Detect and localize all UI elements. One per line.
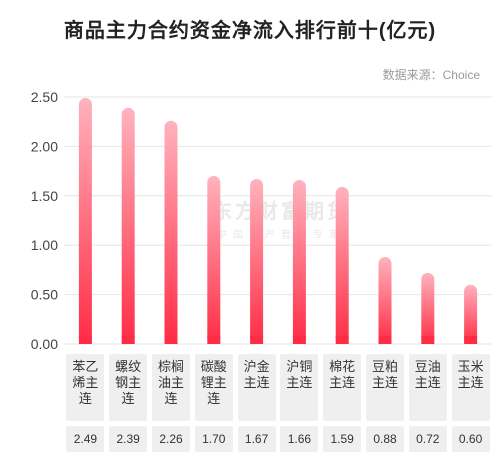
category-label-box: 豆粕主连 [366,354,404,421]
value-label: 1.67 [237,426,276,452]
watermark-line-2: 中国资产管理专家 [217,230,345,241]
bar-base [207,336,221,344]
bar [207,176,221,344]
bar [121,107,135,344]
category-label: 苯乙烯主连 [72,359,99,406]
bar-base [164,336,178,344]
grid-layer [64,96,492,345]
category-label: 沪铜主连 [286,359,313,390]
category-label-box: 棕榈油主连 [152,354,190,421]
category-label-box: 玉米主连 [451,354,490,421]
value-label: 1.59 [323,426,362,452]
bar [78,97,92,344]
value-label: 2.39 [109,426,148,452]
category-label: 豆油主连 [414,359,441,390]
bar [378,257,392,344]
bar-base [464,336,478,344]
bar-base [292,336,306,344]
value-label: 0.72 [408,426,447,452]
value-label: 1.70 [194,426,233,452]
category-label: 棕榈油主连 [157,359,184,406]
category-label: 螺纹钢主连 [115,359,142,406]
y-tick-label: 2.50 [31,89,58,105]
value-label: 0.60 [451,426,490,452]
value-label: 2.49 [66,426,105,452]
y-tick-label: 1.00 [31,237,58,253]
bar [292,179,306,344]
category-label-box: 豆油主连 [408,354,447,421]
watermark: 东方财富期货 中国资产管理专家 [196,195,366,241]
y-axis-ticks: 0.00 0.50 1.00 1.50 2.00 2.50 [31,89,58,352]
bar-base [421,336,435,344]
category-label: 棉花主连 [329,359,356,390]
bar-base [378,336,392,344]
bars [78,97,478,344]
y-tick-label: 2.00 [31,138,58,154]
category-label: 碳酸锂主连 [200,359,227,406]
y-tick-label: 0.00 [31,336,58,352]
bar [421,272,435,344]
category-label-box: 沪金主连 [237,354,276,421]
bar [250,179,264,344]
value-label: 2.26 [152,426,190,452]
y-tick-label: 1.50 [31,188,58,204]
bar-base [78,336,92,344]
bar-base [121,336,135,344]
bar [464,284,478,344]
bar-base [250,336,264,344]
y-tick-label: 0.50 [31,287,58,303]
bar-base [335,336,349,344]
value-label: 0.88 [366,426,404,452]
bar [164,120,178,344]
category-label-box: 螺纹钢主连 [109,354,148,421]
category-label-box: 苯乙烯主连 [66,354,105,421]
bar [335,186,349,344]
category-label: 玉米主连 [457,359,484,390]
category-label: 豆粕主连 [371,359,398,390]
value-label: 1.66 [280,426,319,452]
watermark-line-1: 东方财富期货 [212,201,350,223]
chart-title: 商品主力合约资金净流入排行前十(亿元) [63,20,437,42]
category-label-box: 碳酸锂主连 [194,354,233,421]
data-source-label: 数据来源：Choice [382,68,480,82]
category-label: 沪金主连 [243,359,270,390]
category-label-box: 棉花主连 [323,354,362,421]
category-label-box: 沪铜主连 [280,354,319,421]
